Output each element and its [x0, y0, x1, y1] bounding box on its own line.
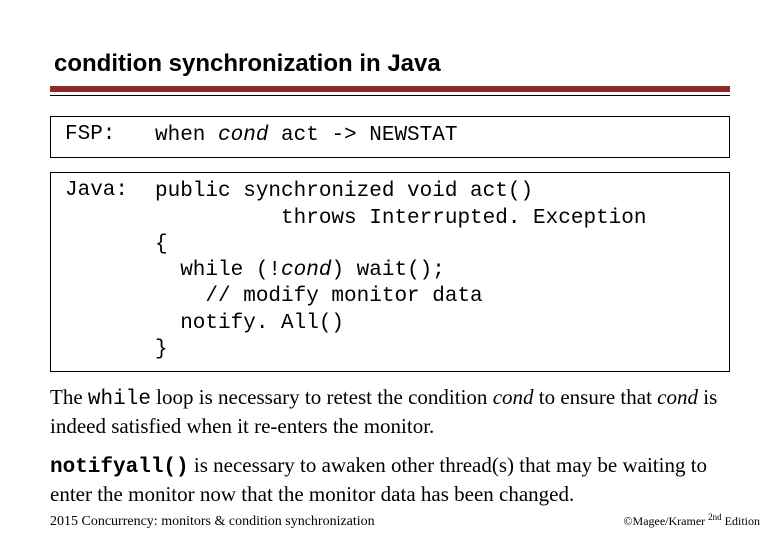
footer: 2015 Concurrency: monitors & condition s… — [50, 512, 760, 530]
java-code: public synchronized void act() throws In… — [155, 179, 646, 363]
fsp-pre: when — [155, 124, 218, 147]
java-l2: throws Interrupted. Exception — [155, 207, 646, 230]
java-l7: } — [155, 338, 168, 361]
p1-i2: cond — [657, 385, 698, 409]
footer-right-pre: ©Magee/Kramer — [623, 514, 708, 528]
p1-t2: loop is necessary to retest the conditio… — [151, 385, 493, 409]
footer-right-post: Edition — [722, 514, 760, 528]
fsp-code: when cond act -> NEWSTAT — [155, 123, 457, 149]
p1-i1: cond — [493, 385, 534, 409]
fsp-post: act -> NEWSTAT — [268, 124, 457, 147]
java-row: Java: public synchronized void act() thr… — [65, 179, 719, 363]
java-l1: public synchronized void act() — [155, 180, 533, 203]
java-label: Java: — [65, 179, 155, 202]
java-l4b: cond — [281, 259, 331, 282]
java-l4c: ) wait(); — [331, 259, 444, 282]
p2-m1: notifyall() — [50, 456, 189, 479]
footer-right: ©Magee/Kramer 2nd Edition — [623, 512, 760, 529]
p1-m1: while — [88, 388, 151, 411]
paragraph-notifyall: notifyall() is necessary to awaken other… — [50, 452, 730, 508]
footer-left: 2015 Concurrency: monitors & condition s… — [50, 514, 375, 530]
java-l5: // modify monitor data — [155, 285, 483, 308]
java-code-box: Java: public synchronized void act() thr… — [50, 172, 730, 372]
p1-t1: The — [50, 385, 88, 409]
java-l6: notify. All() — [155, 312, 344, 335]
slide-container: condition synchronization in Java FSP: w… — [0, 0, 780, 540]
java-l4a: while (! — [155, 259, 281, 282]
fsp-code-box: FSP: when cond act -> NEWSTAT — [50, 116, 730, 158]
java-l3: { — [155, 233, 168, 256]
paragraph-while: The while loop is necessary to retest th… — [50, 384, 730, 440]
fsp-row: FSP: when cond act -> NEWSTAT — [65, 123, 719, 149]
title-rule-thick — [50, 86, 730, 92]
fsp-cond: cond — [218, 124, 268, 147]
fsp-label: FSP: — [65, 123, 155, 146]
footer-right-sup: 2nd — [708, 512, 722, 522]
p1-t3: to ensure that — [534, 385, 658, 409]
title-rule-thin — [50, 95, 730, 96]
slide-title: condition synchronization in Java — [54, 50, 730, 78]
